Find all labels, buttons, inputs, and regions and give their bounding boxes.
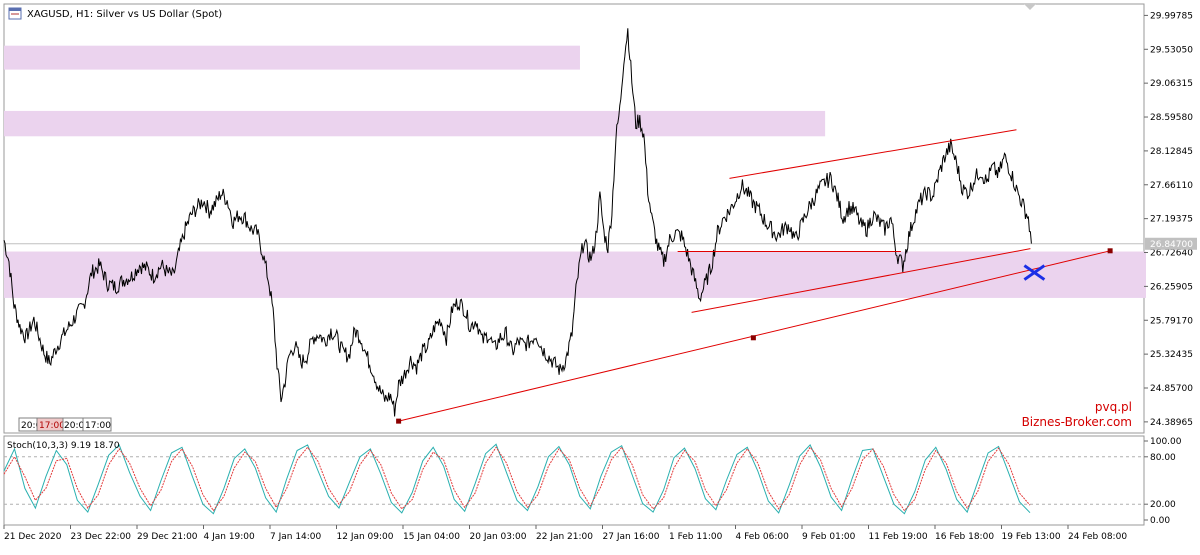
- price-tick-label: 25.79170: [1150, 316, 1193, 326]
- price-tick-label: 28.59580: [1150, 113, 1193, 123]
- chart-window-icon-bar: [9, 8, 21, 11]
- stoch-header: Stoch(10,3,3) 9.19 18.70: [7, 441, 120, 451]
- collapse-triangle-icon[interactable]: [1024, 4, 1036, 10]
- time-label: 20:0: [64, 421, 84, 431]
- price-tick-label: 24.85700: [1150, 384, 1193, 394]
- time-tick-label: 11 Feb 19:00: [869, 532, 928, 542]
- time-label-boxes: 20:0 17:00 20:0 17:00: [18, 417, 112, 432]
- zone-rect: [4, 110, 826, 137]
- price-tick-label: 27.19375: [1150, 215, 1193, 225]
- time-tick-label: 20 Jan 03:00: [470, 532, 527, 542]
- time-axis: 21 Dec 2020 23 Dec 22:00 29 Dec 21:00 4 Jan…: [3, 525, 1127, 542]
- time-tick-label: 12 Jan 09:00: [337, 532, 394, 542]
- zone-rect: [4, 251, 1146, 298]
- stochastic-indicator: [3, 443, 1144, 515]
- stoch-tick-label: 0.00: [1150, 516, 1170, 526]
- time-tick-label: 1 Feb 11:00: [669, 532, 723, 542]
- stoch-tick-label: 80.00: [1150, 453, 1176, 463]
- watermark-line2: Biznes-Broker.com: [1022, 415, 1132, 429]
- trendline[interactable]: [691, 248, 1031, 313]
- time-label-box: [82, 417, 112, 432]
- time-tick-label: 21 Dec 2020: [4, 532, 62, 542]
- price-tick-label: 29.53050: [1150, 45, 1193, 55]
- time-tick-label: 9 Feb 01:00: [802, 532, 856, 542]
- trendline-anchor: [1107, 248, 1113, 254]
- window-title: XAGUSD, H1: Silver vs US Dollar (Spot): [8, 7, 222, 20]
- price-tick-label: 27.66110: [1150, 181, 1193, 191]
- chart-markers: [396, 248, 1113, 424]
- main-plot-frame: [3, 3, 1145, 434]
- time-tick-label: 4 Jan 19:00: [204, 532, 256, 542]
- price-axis: 29.99785 29.53050 29.06315 28.59580 28.12845…: [1144, 11, 1197, 428]
- stochastic-axis: 100.00 80.00 20.00 0.00: [1144, 437, 1182, 526]
- chart-title: XAGUSD, H1: Silver vs US Dollar (Spot): [27, 9, 222, 20]
- stoch-signal-line: [3, 446, 1031, 512]
- stoch-tick-label: 20.00: [1150, 500, 1176, 510]
- trendline[interactable]: [729, 129, 1017, 179]
- trendline-anchor: [750, 335, 756, 341]
- current-price-box: [1145, 237, 1197, 250]
- time-tick-label: 22 Jan 21:00: [536, 532, 593, 542]
- time-tick-label: 7 Jan 14:00: [270, 532, 322, 542]
- time-tick-label: 19 Feb 13:00: [1002, 532, 1061, 542]
- watermark-line1: pvq.pl: [1095, 400, 1132, 414]
- supply-demand-zones: [4, 45, 1146, 298]
- stoch-plot-frame: [3, 435, 1145, 526]
- time-tick-label: 15 Jan 04:00: [403, 532, 460, 542]
- zone-rect: [4, 45, 580, 70]
- price-line: [3, 28, 1032, 417]
- time-tick-label: 24 Feb 08:00: [1068, 532, 1127, 542]
- price-tick-label: 25.32435: [1150, 350, 1193, 360]
- price-tick-label: 26.25905: [1150, 282, 1193, 292]
- price-tick-label: 24.38965: [1150, 418, 1193, 428]
- current-price-label: 26.84700: [1150, 240, 1193, 250]
- stoch-main-line: [3, 443, 1031, 515]
- time-tick-label: 29 Dec 21:00: [137, 532, 198, 542]
- time-tick-label: 27 Jan 16:00: [603, 532, 660, 542]
- time-label: 20:0: [21, 421, 41, 431]
- time-label: 17:00: [85, 421, 111, 431]
- price-series: [3, 28, 1032, 417]
- time-tick-label: 4 Feb 06:00: [736, 532, 790, 542]
- stoch-tick-label: 100.00: [1150, 437, 1182, 447]
- time-tick-label: 16 Feb 18:00: [935, 532, 994, 542]
- price-tick-label: 29.06315: [1150, 79, 1193, 89]
- price-tick-label: 26.72640: [1150, 249, 1193, 259]
- cross-marker-icon: [1023, 264, 1046, 281]
- time-tick-label: 23 Dec 22:00: [71, 532, 132, 542]
- price-tick-label: 29.99785: [1150, 11, 1193, 21]
- trendline-anchor: [396, 418, 402, 424]
- time-label: 17:00: [39, 421, 65, 431]
- price-tick-label: 28.12845: [1150, 147, 1193, 157]
